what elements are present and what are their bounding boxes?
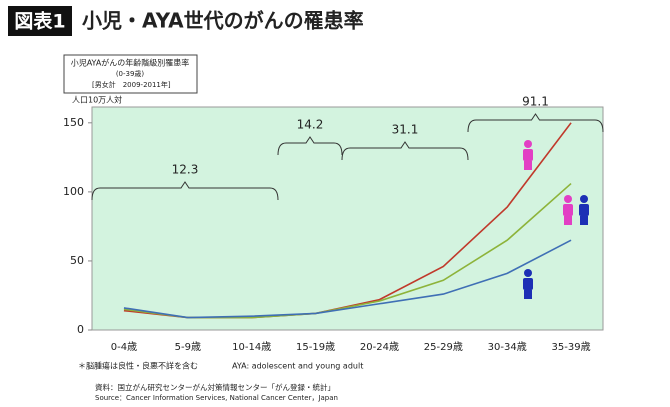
source: 資料：国立がん研究センターがん対策情報センター「がん登録・統計」: [95, 382, 335, 392]
x-tick-label: 0-4歳: [111, 341, 137, 353]
header-label: 図表1: [14, 10, 65, 33]
plot-area: [91, 106, 604, 331]
y-tick-label: 50: [70, 254, 84, 267]
x-tick-label: 20-24歳: [360, 341, 399, 353]
icon: [524, 290, 532, 299]
annotation: 12.3: [172, 163, 199, 177]
annotation: 91.1: [522, 95, 549, 109]
chart-subtitle: (0-39歳): [116, 69, 145, 78]
x-tick-label: 25-29歳: [424, 341, 463, 353]
chart-period: [男女計 2009-2011年]: [92, 80, 171, 89]
icon: [579, 204, 589, 216]
header-title: 小児・AYA世代のがんの罹患率: [82, 9, 364, 33]
y-tick-label: 0: [77, 323, 84, 336]
x-tick-label: 35-39歳: [552, 341, 591, 353]
annotation: 14.2: [297, 118, 324, 132]
icon: [523, 149, 533, 161]
icon: [524, 161, 532, 170]
footnote: ＊脳腫瘍は良性・良悪不詳を含む: [78, 361, 198, 371]
chart-title: 小児AYAがんの年齢階級別罹患率: [71, 58, 190, 68]
bracket: [277, 136, 343, 156]
bracket: [91, 181, 279, 201]
bracket: [467, 113, 604, 133]
y-tick-label: 150: [63, 116, 84, 129]
icon: [523, 278, 533, 290]
x-tick-label: 10-14歳: [232, 341, 271, 353]
x-tick-label: 15-19歳: [296, 341, 335, 353]
annotation: 31.1: [392, 123, 419, 137]
icon: [563, 204, 573, 216]
label-box: [8, 6, 72, 36]
y-tick-label: 100: [63, 185, 84, 198]
icon: [524, 140, 532, 148]
icon: [580, 216, 588, 225]
icon: [564, 216, 572, 225]
footnote: AYA: adolescent and young adult: [232, 362, 363, 371]
bracket: [341, 141, 469, 161]
icon: [564, 195, 572, 203]
title-box: [63, 54, 198, 94]
series-line: [123, 239, 572, 319]
y-label: 人口10万人対: [72, 95, 122, 105]
x-tick-label: 5-9歳: [175, 341, 201, 353]
icon: [580, 195, 588, 203]
x-tick-label: 30-34歳: [488, 341, 527, 353]
source: Source：Cancer Information Services, Nati…: [95, 394, 338, 402]
icon: [524, 269, 532, 277]
